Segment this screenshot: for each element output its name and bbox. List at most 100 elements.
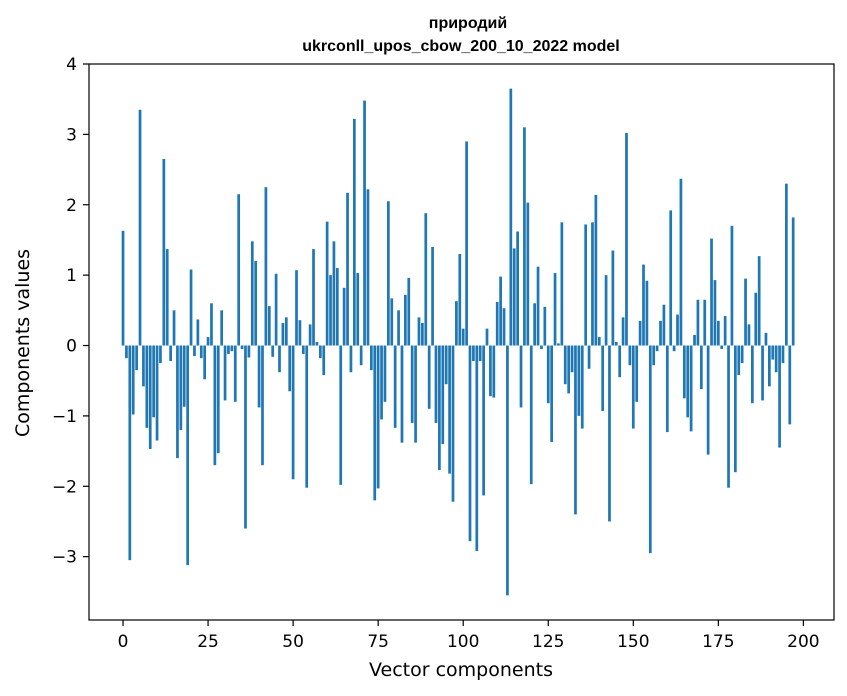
bar-27 — [213, 345, 217, 466]
bar-122 — [536, 266, 540, 346]
bar-188 — [761, 345, 764, 401]
y-tick-label: 1 — [66, 266, 77, 286]
bar-38 — [250, 241, 254, 346]
bar-149 — [628, 345, 632, 366]
bar-142 — [604, 275, 608, 346]
bar-29 — [220, 310, 224, 346]
bar-179 — [730, 225, 734, 346]
bar-152 — [638, 320, 642, 346]
bar-159 — [662, 304, 666, 346]
bar-78 — [387, 201, 390, 346]
bar-99 — [458, 254, 462, 346]
bar-126 — [550, 345, 554, 442]
bar-89 — [424, 213, 428, 346]
bar-144 — [611, 250, 615, 346]
bar-158 — [659, 320, 662, 346]
bar-41 — [261, 345, 264, 466]
bar-138 — [591, 222, 594, 346]
bar-8 — [148, 345, 152, 449]
bar-53 — [301, 345, 305, 354]
bar-186 — [754, 292, 758, 346]
bar-194 — [781, 345, 785, 364]
bar-150 — [631, 345, 635, 429]
bar-72 — [366, 189, 370, 346]
bar-19 — [186, 345, 190, 566]
bar-3 — [131, 345, 135, 415]
bar-55 — [308, 324, 312, 346]
bar-80 — [393, 345, 397, 428]
bar-106 — [482, 345, 485, 496]
bar-39 — [254, 261, 258, 346]
bar-105 — [478, 345, 482, 361]
bar-58 — [318, 345, 322, 359]
bar-195 — [785, 183, 788, 346]
bar-90 — [427, 345, 431, 409]
bar-71 — [363, 100, 366, 346]
bar-15 — [172, 310, 176, 346]
bar-11 — [159, 345, 162, 364]
bar-5 — [138, 109, 142, 346]
bar-178 — [727, 345, 730, 488]
bar-103 — [472, 345, 475, 361]
bar-155 — [648, 345, 652, 554]
bar-6 — [142, 345, 145, 387]
bar-52 — [298, 320, 302, 346]
bar-1 — [125, 345, 128, 359]
bar-145 — [614, 342, 618, 346]
bar-101 — [465, 141, 468, 346]
bar-21 — [193, 345, 196, 357]
bar-74 — [373, 345, 377, 501]
bar-84 — [407, 277, 411, 346]
bar-67 — [349, 345, 353, 373]
bar-115 — [512, 248, 516, 346]
bar-175 — [716, 320, 720, 346]
bar-82 — [400, 345, 404, 443]
bar-93 — [438, 345, 441, 471]
bar-42 — [264, 187, 268, 346]
bar-95 — [444, 345, 448, 385]
bar-163 — [676, 314, 679, 346]
bar-77 — [383, 345, 387, 402]
bar-184 — [747, 324, 751, 346]
x-tick-label: 75 — [367, 632, 389, 652]
bar-23 — [199, 345, 203, 359]
bar-40 — [257, 345, 261, 408]
bar-134 — [577, 345, 581, 416]
x-axis-label: Vector components — [369, 659, 553, 681]
bar-97 — [451, 345, 455, 502]
bar-172 — [706, 345, 710, 455]
bar-86 — [414, 345, 417, 443]
bar-108 — [489, 345, 492, 397]
bar-196 — [788, 345, 792, 425]
x-tick-label: 200 — [787, 632, 819, 652]
bar-54 — [305, 345, 309, 488]
bar-35 — [240, 345, 244, 350]
bar-191 — [771, 345, 775, 360]
bar-10 — [155, 345, 159, 441]
bar-30 — [223, 345, 227, 401]
x-tick-label: 100 — [447, 632, 479, 652]
bar-140 — [597, 337, 601, 346]
bar-124 — [543, 306, 547, 346]
bar-181 — [737, 345, 741, 376]
bar-26 — [210, 303, 213, 346]
bar-34 — [237, 194, 241, 346]
bar-153 — [642, 264, 645, 346]
bar-185 — [751, 345, 754, 404]
bar-192 — [774, 345, 778, 373]
bar-107 — [485, 328, 489, 346]
bar-157 — [655, 345, 659, 352]
bar-116 — [516, 231, 519, 346]
bar-117 — [519, 345, 523, 408]
y-tick-label: −3 — [52, 548, 77, 568]
bar-131 — [567, 345, 571, 394]
y-tick-label: 3 — [66, 125, 77, 145]
bar-113 — [506, 345, 509, 596]
bar-88 — [421, 323, 424, 346]
bar-0 — [121, 230, 125, 346]
bar-87 — [417, 317, 421, 346]
bar-20 — [189, 269, 193, 346]
bar-190 — [768, 345, 771, 387]
bar-47 — [281, 323, 285, 346]
bar-177 — [723, 315, 727, 346]
